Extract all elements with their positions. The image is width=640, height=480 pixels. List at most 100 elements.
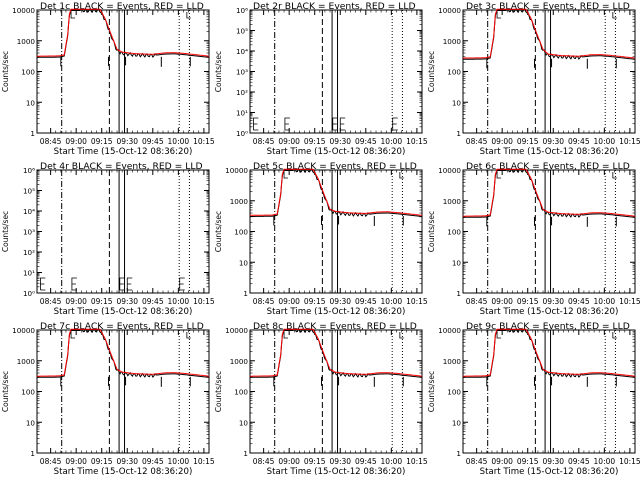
detector-panel-7: Det 7c BLACK = Events, RED = LLD Counts/s… — [1, 321, 215, 477]
x-tick-label: 10:15 — [193, 457, 215, 466]
segment-flag — [186, 332, 191, 339]
x-tick-label: 10:15 — [619, 137, 640, 146]
y-tick-label: 1 — [243, 289, 248, 298]
x-tick-label: 09:45 — [568, 297, 590, 306]
detector-panel-5: Det 5c BLACK = Events, RED = LLD Counts/s… — [214, 161, 428, 317]
x-tick-label: 09:45 — [355, 297, 377, 306]
x-tick-label: 10:15 — [193, 297, 215, 306]
x-tick-label: 10:00 — [594, 457, 616, 466]
x-tick-label: 09:15 — [304, 137, 326, 146]
x-tick-label: 09:00 — [65, 297, 87, 306]
x-tick-label: 09:15 — [517, 297, 539, 306]
segment-flag — [253, 117, 259, 131]
x-tick-label: 09:00 — [278, 297, 300, 306]
x-tick-label: 09:30 — [329, 137, 351, 146]
x-tick-label: 09:15 — [517, 137, 539, 146]
y-tick-label: 10000 — [12, 6, 35, 15]
y-axis-label: Counts/sec — [214, 51, 223, 92]
segment-flag — [332, 117, 338, 131]
y-tick-label: 10¹ — [236, 109, 248, 118]
y-tick-label: 10⁴ — [236, 47, 248, 56]
y-tick-label: 10000 — [225, 326, 248, 335]
x-tick-label: 09:45 — [355, 457, 377, 466]
x-tick-label: 08:45 — [466, 137, 488, 146]
y-tick-label: 100 — [234, 388, 248, 397]
x-tick-label: 10:15 — [406, 297, 428, 306]
segment-flag — [612, 332, 617, 339]
events-series — [463, 8, 636, 60]
events-series — [37, 328, 210, 378]
x-axis-label: Start Time (15-Oct-12 08:36:20) — [267, 467, 406, 477]
x-tick-label: 09:30 — [116, 297, 138, 306]
segment-flag — [70, 12, 76, 19]
y-tick-label: 1 — [456, 449, 461, 458]
y-tick-label: 1000 — [443, 197, 462, 206]
y-tick-label: 100 — [21, 388, 35, 397]
y-tick-label: 1 — [30, 449, 35, 458]
plot-frame — [36, 9, 210, 134]
x-tick-label: 10:00 — [168, 297, 190, 306]
x-tick-label: 10:00 — [381, 297, 403, 306]
x-axis-label: Start Time (15-Oct-12 08:36:20) — [54, 147, 193, 157]
segment-flag — [399, 172, 404, 179]
y-tick-label: 1000 — [230, 197, 249, 206]
segment-flag — [283, 332, 289, 339]
lld-series — [37, 8, 210, 57]
y-tick-label: 10⁶ — [23, 166, 35, 175]
y-tick-label: 1 — [243, 449, 248, 458]
y-tick-label: 1 — [456, 129, 461, 138]
detector-panel-1: Det 1c BLACK = Events, RED = LLD Counts/s… — [1, 1, 215, 157]
x-tick-label: 09:00 — [278, 457, 300, 466]
panel-title: Det 9c BLACK = Events, RED = LLD — [466, 321, 630, 332]
y-tick-label: 10¹ — [23, 269, 35, 278]
x-tick-label: 10:00 — [168, 457, 190, 466]
segment-flag — [284, 117, 290, 131]
y-tick-label: 10000 — [12, 326, 35, 335]
x-tick-label: 10:15 — [406, 457, 428, 466]
x-tick-label: 08:45 — [40, 137, 62, 146]
x-axis-label: Start Time (15-Oct-12 08:36:20) — [480, 307, 619, 317]
panel-title: Det 8c BLACK = Events, RED = LLD — [253, 321, 417, 332]
y-axis-label: Counts/sec — [1, 211, 10, 252]
plot-frame — [249, 169, 423, 294]
panel-title: Det 6c BLACK = Events, RED = LLD — [466, 161, 630, 172]
x-tick-label: 10:00 — [594, 297, 616, 306]
x-tick-label: 09:15 — [304, 297, 326, 306]
x-tick-label: 09:45 — [142, 137, 164, 146]
x-tick-label: 09:00 — [491, 137, 513, 146]
segment-flag — [126, 277, 133, 291]
x-tick-label: 08:45 — [466, 297, 488, 306]
y-tick-label: 10000 — [438, 6, 461, 15]
events-series — [250, 328, 423, 378]
x-tick-label: 09:15 — [91, 137, 113, 146]
y-tick-label: 10 — [452, 418, 462, 427]
y-tick-label: 1000 — [17, 37, 36, 46]
y-tick-label: 10000 — [438, 166, 461, 175]
x-axis-label: Start Time (15-Oct-12 08:36:20) — [54, 307, 193, 317]
lld-series — [250, 328, 423, 377]
segment-flag — [186, 12, 191, 19]
segment-flag — [179, 277, 185, 291]
y-tick-label: 10 — [452, 98, 462, 107]
segment-flag — [392, 117, 398, 131]
segment-flag — [399, 332, 404, 339]
x-axis-label: Start Time (15-Oct-12 08:36:20) — [267, 147, 406, 157]
y-tick-label: 10² — [23, 248, 35, 257]
segment-flag — [119, 277, 125, 291]
x-tick-label: 08:45 — [40, 457, 62, 466]
x-tick-label: 09:00 — [278, 137, 300, 146]
y-tick-label: 10 — [452, 258, 462, 267]
lld-series — [250, 168, 423, 216]
y-tick-label: 1000 — [17, 357, 36, 366]
x-tick-label: 09:30 — [542, 137, 564, 146]
x-axis-label: Start Time (15-Oct-12 08:36:20) — [480, 467, 619, 477]
lld-series — [463, 8, 636, 59]
segment-flag — [71, 277, 77, 291]
lld-series — [463, 328, 636, 377]
y-tick-label: 1000 — [230, 357, 249, 366]
x-tick-label: 09:30 — [329, 457, 351, 466]
x-tick-label: 08:45 — [253, 297, 275, 306]
x-tick-label: 10:15 — [619, 457, 640, 466]
x-tick-label: 09:00 — [65, 137, 87, 146]
